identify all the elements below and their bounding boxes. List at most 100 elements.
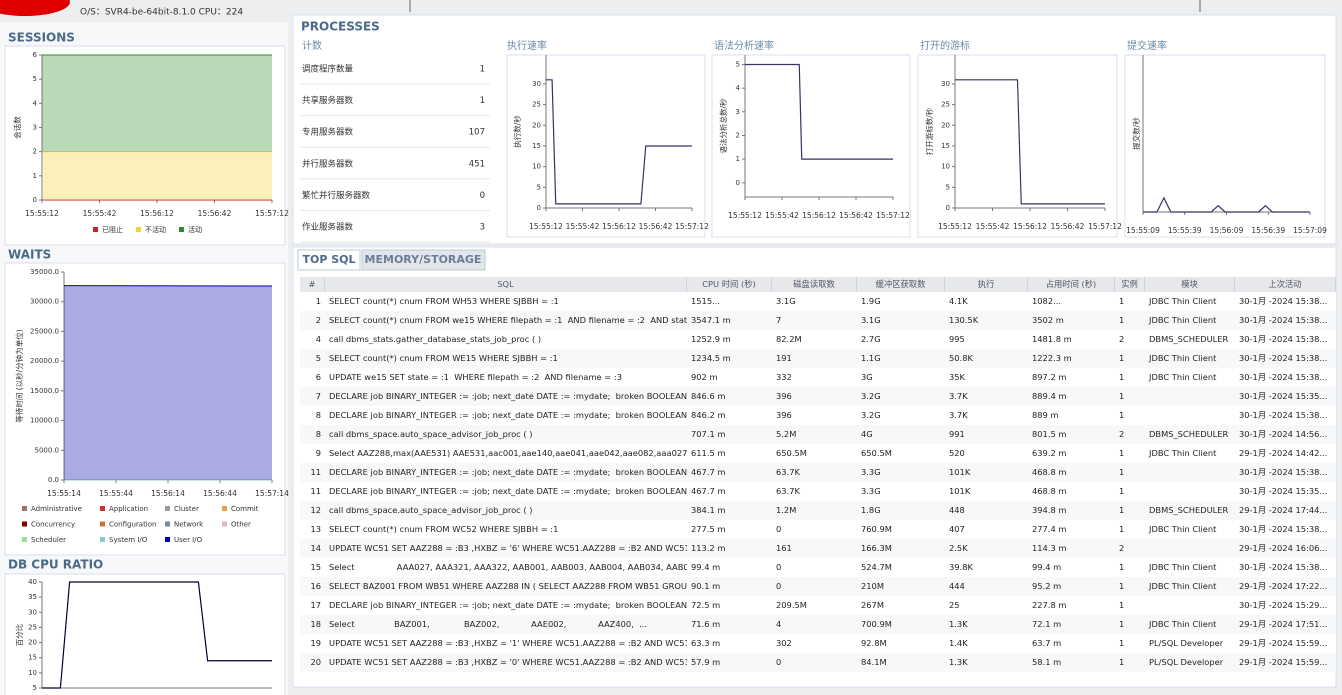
y-tick-label: 10 (532, 163, 541, 171)
table-cell: 29-1月 -2024 16:06... (1235, 539, 1336, 558)
table-cell: 58.1 m (1028, 653, 1115, 672)
table-cell: 2 (300, 311, 325, 330)
line (955, 79, 1105, 205)
column-header[interactable]: 执行 (945, 277, 1028, 292)
legend-label: Other (231, 521, 251, 529)
column-header[interactable]: 上次活动 (1235, 277, 1336, 292)
legend-swatch (100, 537, 105, 542)
x-tick-label: 15:56:12 (1013, 222, 1047, 231)
table-cell: 19 (300, 634, 325, 653)
table-cell: 7 (772, 311, 857, 330)
column-header[interactable]: CPU 时间 (秒) (687, 277, 772, 292)
column-header[interactable]: # (300, 277, 325, 292)
table-cell: SELECT count(*) cnum FROM we15 WHERE fil… (325, 311, 687, 330)
table-cell: 30-1月 -2024 15:38... (1235, 520, 1336, 539)
line (42, 581, 272, 689)
table-cell: 1 (300, 292, 325, 311)
legend-label: Configuration (109, 521, 156, 529)
sessions-panel (4, 45, 286, 246)
table-cell: 30-1月 -2024 15:38... (1235, 368, 1336, 387)
chart-title: WAITS (8, 248, 51, 262)
table-cell: PL/SQL Developer (1145, 634, 1235, 653)
tab-label[interactable]: TOP SQL (302, 253, 355, 266)
line (745, 63, 893, 160)
legend-swatch (100, 506, 105, 511)
legend-swatch (100, 521, 105, 527)
table-cell: 9 (300, 444, 325, 463)
table-cell: 30-1月 -2024 15:38... (1235, 463, 1336, 482)
table-cell: 2.5K (945, 539, 1028, 558)
x-tick-label: 15:56:12 (140, 209, 174, 218)
column-header[interactable]: 实例 (1115, 277, 1145, 292)
chart-title: 提交速率 (1127, 39, 1167, 52)
table-cell: 25 (945, 596, 1028, 615)
table-cell: 29-1月 -2024 15:59... (1235, 634, 1336, 653)
table-cell: DECLARE job BINARY_INTEGER := :job; next… (325, 596, 687, 615)
x-tick-label: 15:57:12 (876, 211, 910, 220)
table-cell: JDBC Thin Client (1145, 311, 1235, 330)
x-tick-label: 15:56:44 (203, 489, 237, 498)
table-cell: 166.3M (857, 539, 945, 558)
table-cell: 995 (945, 330, 1028, 349)
table-cell: 82.2M (772, 330, 857, 349)
logo (0, 0, 70, 16)
table-cell: 1 (1115, 463, 1145, 482)
cpu-panel (4, 573, 286, 695)
table-cell: 650.5M (857, 444, 945, 463)
legend-label: Administrative (31, 505, 82, 513)
table-cell: 30-1月 -2024 15:35... (1235, 482, 1336, 501)
table-cell: 30-1月 -2024 15:38... (1235, 406, 1336, 425)
column-header[interactable]: SQL (325, 277, 687, 292)
table-cell: DECLARE job BINARY_INTEGER := :job; next… (325, 463, 687, 482)
legend-swatch (222, 506, 227, 511)
legend-label: 不活动 (145, 225, 166, 234)
table-cell (1145, 482, 1235, 501)
column-header[interactable]: 占用时间 (秒) (1028, 277, 1115, 292)
legend-swatch (136, 227, 141, 232)
table-cell: DECLARE job BINARY_INTEGER := :job; next… (325, 482, 687, 501)
tab-label[interactable]: MEMORY/STORAGE (365, 253, 482, 266)
table-cell: 1.2M (772, 501, 857, 520)
table-cell: 468.8 m (1028, 482, 1115, 501)
table-cell: 5 (300, 349, 325, 368)
table-cell: 1 (1115, 558, 1145, 577)
y-tick-label: 3 (33, 124, 37, 132)
waits-panel (4, 262, 286, 556)
tab[interactable] (297, 249, 361, 271)
y-tick-label: 35000.0 (30, 268, 59, 276)
table-cell: UPDATE WC51 SET AAZ288 = :B3 ,HXBZ = '6'… (325, 539, 687, 558)
y-tick-label: 10000.0 (30, 417, 59, 425)
table-cell: 72.1 m (1028, 615, 1115, 634)
x-tick-label: 15:57:12 (675, 222, 709, 231)
column-header[interactable]: 模块 (1145, 277, 1235, 292)
table-cell: 277.4 m (1028, 520, 1115, 539)
table-cell: 3547.1 m (687, 311, 772, 330)
legend-label: 活动 (188, 225, 202, 234)
table-cell: 1.4K (945, 634, 1028, 653)
table-cell: 2 (1115, 425, 1145, 444)
column-header[interactable]: 缓冲区获取数 (857, 277, 945, 292)
y-tick-label: 20 (532, 121, 541, 129)
table-cell: 4.1K (945, 292, 1028, 311)
chart-frame (1124, 54, 1326, 238)
table-cell: 889.4 m (1028, 387, 1115, 406)
table-cell: SELECT count(*) cnum FROM WE15 WHERE SJB… (325, 349, 687, 368)
table-cell: 1 (1115, 311, 1145, 330)
table-cell: JDBC Thin Client (1145, 292, 1235, 311)
tab[interactable] (361, 249, 486, 271)
count-label: 专用服务器数 (302, 127, 354, 138)
table-cell: 30-1月 -2024 15:38... (1235, 311, 1336, 330)
table-cell: 650.5M (772, 444, 857, 463)
table-cell: 2 (1115, 330, 1145, 349)
y-tick-label: 35 (28, 593, 37, 601)
table-cell: 467.7 m (687, 463, 772, 482)
area (42, 151, 272, 200)
y-tick-label: 0 (736, 179, 740, 187)
x-tick-label: 15:56:42 (198, 209, 232, 218)
table-cell: 0 (772, 653, 857, 672)
column-header[interactable]: 磁盘读取数 (772, 277, 857, 292)
counts-title: 计数 (302, 39, 322, 52)
table-cell: 1 (1115, 577, 1145, 596)
y-tick-label: 1 (33, 172, 37, 180)
table-cell: UPDATE we15 SET state = :1 WHERE filepat… (325, 368, 687, 387)
